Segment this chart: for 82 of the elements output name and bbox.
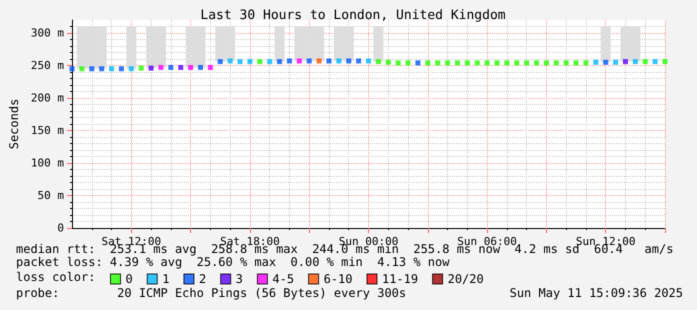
point xyxy=(376,59,381,64)
text: packet loss: 4.39 % avg 25.60 % max 0.00 % min 4.13 % now xyxy=(16,255,450,269)
point xyxy=(277,59,282,64)
y-tick-label: 0 xyxy=(57,222,64,234)
point xyxy=(564,60,569,66)
point xyxy=(425,60,430,66)
point xyxy=(138,66,144,71)
point xyxy=(188,64,194,70)
point xyxy=(366,58,372,64)
legend-label: 6-10 xyxy=(324,272,352,286)
y-tick-label: 150 m xyxy=(30,124,64,137)
point xyxy=(445,60,450,66)
point xyxy=(218,59,223,64)
point xyxy=(554,60,559,66)
point xyxy=(534,60,540,66)
point xyxy=(128,66,134,72)
legend-title: loss color: xyxy=(16,270,96,284)
point xyxy=(118,66,124,72)
point xyxy=(286,58,292,64)
point xyxy=(79,66,84,72)
y-tick-label: 100 m xyxy=(30,156,64,170)
point xyxy=(632,59,638,64)
point xyxy=(198,64,203,70)
legend-label: 3 xyxy=(236,272,243,286)
text: probe: 20 ICMP Echo Pings (56 Bytes) every 300s xyxy=(16,286,406,300)
point xyxy=(574,60,579,66)
y-tick-label: 50 m xyxy=(38,189,64,202)
point xyxy=(247,59,252,64)
y-tick-label: 250 m xyxy=(30,59,64,72)
point xyxy=(593,60,598,65)
point xyxy=(238,59,243,64)
point xyxy=(228,58,233,64)
point xyxy=(257,59,262,64)
point xyxy=(178,64,184,70)
text: Sun May 11 15:09:36 2025 xyxy=(510,286,683,300)
point xyxy=(406,60,411,66)
point xyxy=(296,58,302,64)
point xyxy=(662,59,668,64)
y-tick-label: 300 m xyxy=(30,26,64,40)
legend-label: 20/20 xyxy=(448,272,484,286)
point xyxy=(148,66,154,71)
point xyxy=(336,58,342,64)
legend-label: 2 xyxy=(198,272,206,286)
point xyxy=(267,59,272,64)
point xyxy=(316,58,322,64)
point xyxy=(89,66,94,72)
legend-label: 4-5 xyxy=(272,272,294,286)
point xyxy=(622,59,628,64)
point xyxy=(474,60,480,66)
point xyxy=(524,60,530,66)
point xyxy=(603,60,608,65)
point xyxy=(415,60,420,66)
point xyxy=(652,59,658,64)
point xyxy=(642,59,648,64)
point xyxy=(158,64,164,70)
point xyxy=(484,60,490,66)
legend-label: 11-19 xyxy=(382,272,418,286)
point xyxy=(99,66,104,72)
point xyxy=(613,60,618,65)
point xyxy=(454,60,460,66)
point xyxy=(544,60,549,66)
point xyxy=(326,58,332,64)
point xyxy=(306,58,312,64)
point xyxy=(514,60,520,66)
point xyxy=(396,60,401,66)
point xyxy=(346,58,352,64)
legend-label: 1 xyxy=(162,272,170,286)
point xyxy=(109,66,114,72)
point xyxy=(168,64,174,70)
y-tick-label: 200 m xyxy=(30,92,64,104)
legend-label: 0 xyxy=(126,272,133,286)
point xyxy=(504,60,510,66)
point xyxy=(583,60,588,66)
chart-title: Last 30 Hours to London, United Kingdom xyxy=(200,8,506,23)
point xyxy=(464,60,470,66)
point xyxy=(208,64,213,70)
point xyxy=(356,58,362,64)
y-axis-title: Seconds xyxy=(7,98,21,150)
point xyxy=(70,66,75,72)
point xyxy=(494,60,500,66)
point xyxy=(386,60,391,65)
point xyxy=(435,60,440,66)
